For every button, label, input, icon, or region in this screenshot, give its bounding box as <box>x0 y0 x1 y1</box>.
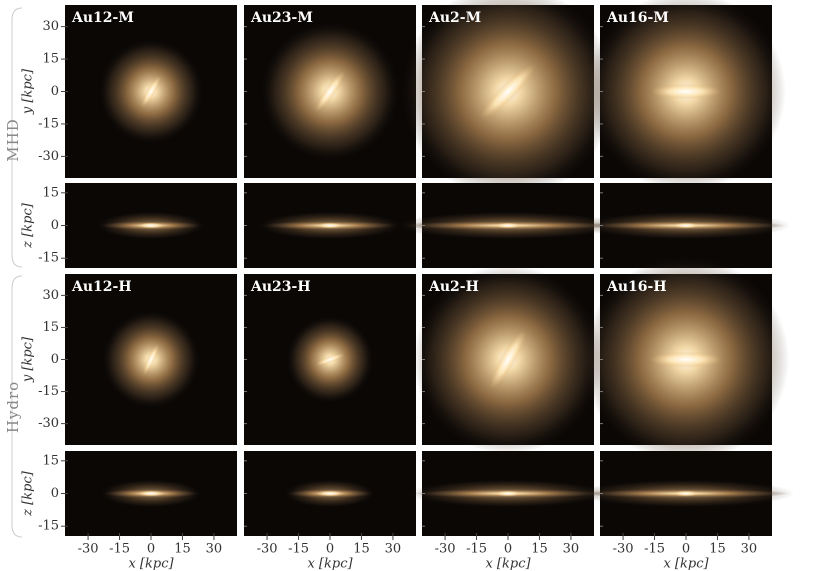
y-tick-label: 0 <box>51 218 59 233</box>
row-bracket <box>11 7 23 268</box>
x-tick-label: -15 <box>644 542 665 557</box>
y-tick-label: -15 <box>38 384 59 399</box>
y-tick-label: 15 <box>42 185 59 200</box>
panel-label: Au23-M <box>250 10 313 26</box>
x-tick-label: -15 <box>288 542 309 557</box>
x-tick-label: -30 <box>257 542 278 557</box>
x-axis-label: x [kpc] <box>128 557 174 571</box>
x-tick-label: 30 <box>385 542 402 557</box>
galaxy-core <box>494 490 522 497</box>
y-tick-label: -30 <box>38 416 59 431</box>
y-tick-label: 30 <box>42 288 59 303</box>
x-tick-label: -30 <box>435 542 456 557</box>
panel-label: Au2-M <box>428 10 481 26</box>
galaxy-bar <box>651 83 721 100</box>
y-tick-label: 15 <box>42 320 59 335</box>
x-tick-label: 30 <box>563 542 580 557</box>
galaxy-core <box>672 222 700 229</box>
x-tick-label: 0 <box>147 542 155 557</box>
y-tick-label: 0 <box>51 486 59 501</box>
panel-label: Au16-H <box>606 279 667 295</box>
panel-label: Au16-M <box>606 10 669 26</box>
x-axis-label: x [kpc] <box>307 557 353 571</box>
y-tick-label: 0 <box>51 352 59 367</box>
x-tick-label: -15 <box>466 542 487 557</box>
galaxy-bar <box>490 330 526 389</box>
row-bracket <box>11 275 23 538</box>
y-tick-label: 30 <box>42 19 59 34</box>
galaxy-bar <box>649 351 723 368</box>
x-tick-label: 0 <box>326 542 334 557</box>
row-label: MHD <box>4 118 22 161</box>
y-tick-label: 15 <box>42 52 59 67</box>
galaxy-core <box>494 222 522 229</box>
x-tick-label: 30 <box>741 542 758 557</box>
y-axis-label: z [kpc] <box>21 470 36 517</box>
galaxy-core <box>316 222 344 229</box>
galaxy-core <box>137 490 165 497</box>
galaxy-bar <box>480 64 536 119</box>
x-tick-label: 15 <box>531 542 548 557</box>
galaxy-bar <box>315 71 345 112</box>
x-tick-label: 15 <box>709 542 726 557</box>
x-tick-label: 0 <box>504 542 512 557</box>
x-tick-label: 0 <box>682 542 690 557</box>
panel-label: Au12-M <box>71 10 134 26</box>
galaxy-core <box>672 490 700 497</box>
y-tick-label: -30 <box>38 149 59 164</box>
x-axis-label: x [kpc] <box>485 557 531 571</box>
panel-label: Au12-H <box>71 279 132 295</box>
galaxy-core <box>137 222 165 229</box>
x-tick-label: 15 <box>353 542 370 557</box>
y-tick-label: -15 <box>38 519 59 534</box>
x-tick-label: 30 <box>206 542 223 557</box>
galaxy-core <box>316 490 344 497</box>
panel-label: Au2-H <box>428 279 479 295</box>
y-tick-label: 15 <box>42 453 59 468</box>
x-tick-label: -30 <box>78 542 99 557</box>
y-axis-label: y [kpc] <box>21 336 36 383</box>
y-axis-label: z [kpc] <box>21 202 36 249</box>
y-tick-label: -15 <box>38 116 59 131</box>
x-tick-label: 15 <box>174 542 191 557</box>
x-axis-label: x [kpc] <box>663 557 709 571</box>
row-label: Hydro <box>4 381 22 433</box>
x-tick-label: -30 <box>613 542 634 557</box>
galaxy-bar <box>315 353 345 366</box>
galaxy-bar <box>143 344 159 375</box>
y-tick-label: -15 <box>38 251 59 266</box>
x-tick-label: -15 <box>109 542 130 557</box>
galaxy-bar <box>141 75 161 108</box>
panel-label: Au23-H <box>250 279 311 295</box>
y-tick-label: 0 <box>51 84 59 99</box>
y-axis-label: y [kpc] <box>21 68 36 115</box>
